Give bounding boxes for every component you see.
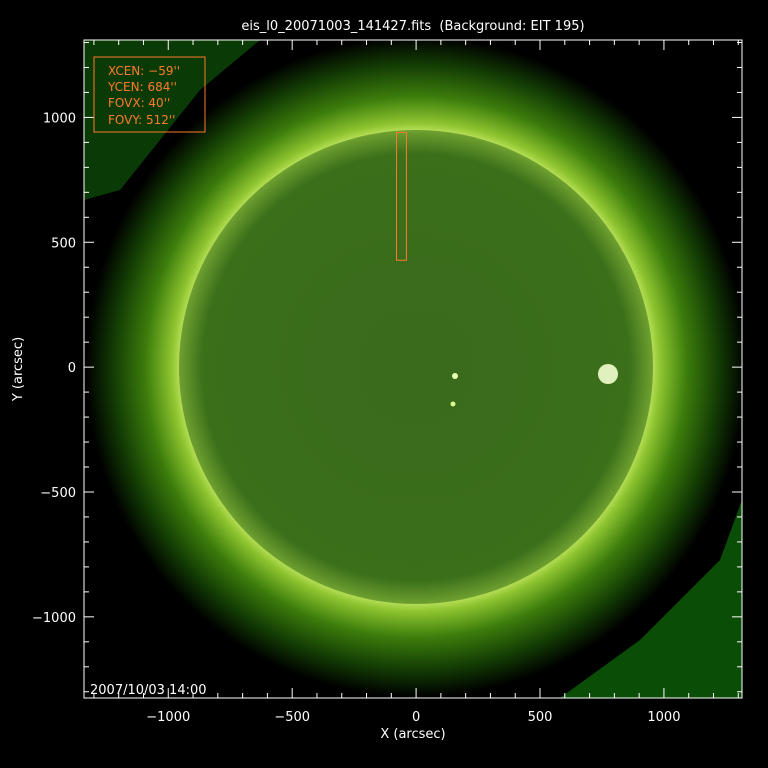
- y-tick-label: −1000: [32, 611, 76, 626]
- y-tick-label: −500: [40, 486, 76, 501]
- solar-disk: [179, 130, 653, 604]
- plot-frame: [83, 39, 743, 699]
- bright-point: [452, 373, 458, 379]
- x-tick-label: −500: [274, 710, 310, 725]
- timestamp: 2007/10/03 14:00: [90, 683, 207, 698]
- info-ycen: YCEN: 684'': [107, 80, 177, 94]
- noise-bottom-right: [560, 500, 742, 698]
- x-tick-label: 0: [412, 710, 420, 725]
- x-tick-label: 500: [528, 710, 553, 725]
- noise-top-left: [84, 40, 260, 200]
- info-fovy: FOVY: 512'': [108, 113, 175, 127]
- x-tick-label: −1000: [146, 710, 190, 725]
- y-axis-label: Y (arcsec): [11, 337, 26, 402]
- y-tick-label: 1000: [43, 111, 76, 126]
- fov-rectangle: [396, 131, 407, 261]
- chart-title: eis_l0_20071003_141427.fits (Background:…: [241, 19, 584, 34]
- active-region: [598, 364, 618, 384]
- y-tick-label: 0: [68, 361, 76, 376]
- info-fovx: FOVX: 40'': [108, 96, 170, 110]
- x-tick-label: 1000: [647, 710, 680, 725]
- x-axis-label: X (arcsec): [380, 727, 445, 742]
- bright-point: [450, 401, 456, 407]
- y-tick-label: 500: [51, 236, 76, 251]
- info-xcen: XCEN: −59'': [108, 64, 180, 78]
- info-box: [93, 56, 206, 133]
